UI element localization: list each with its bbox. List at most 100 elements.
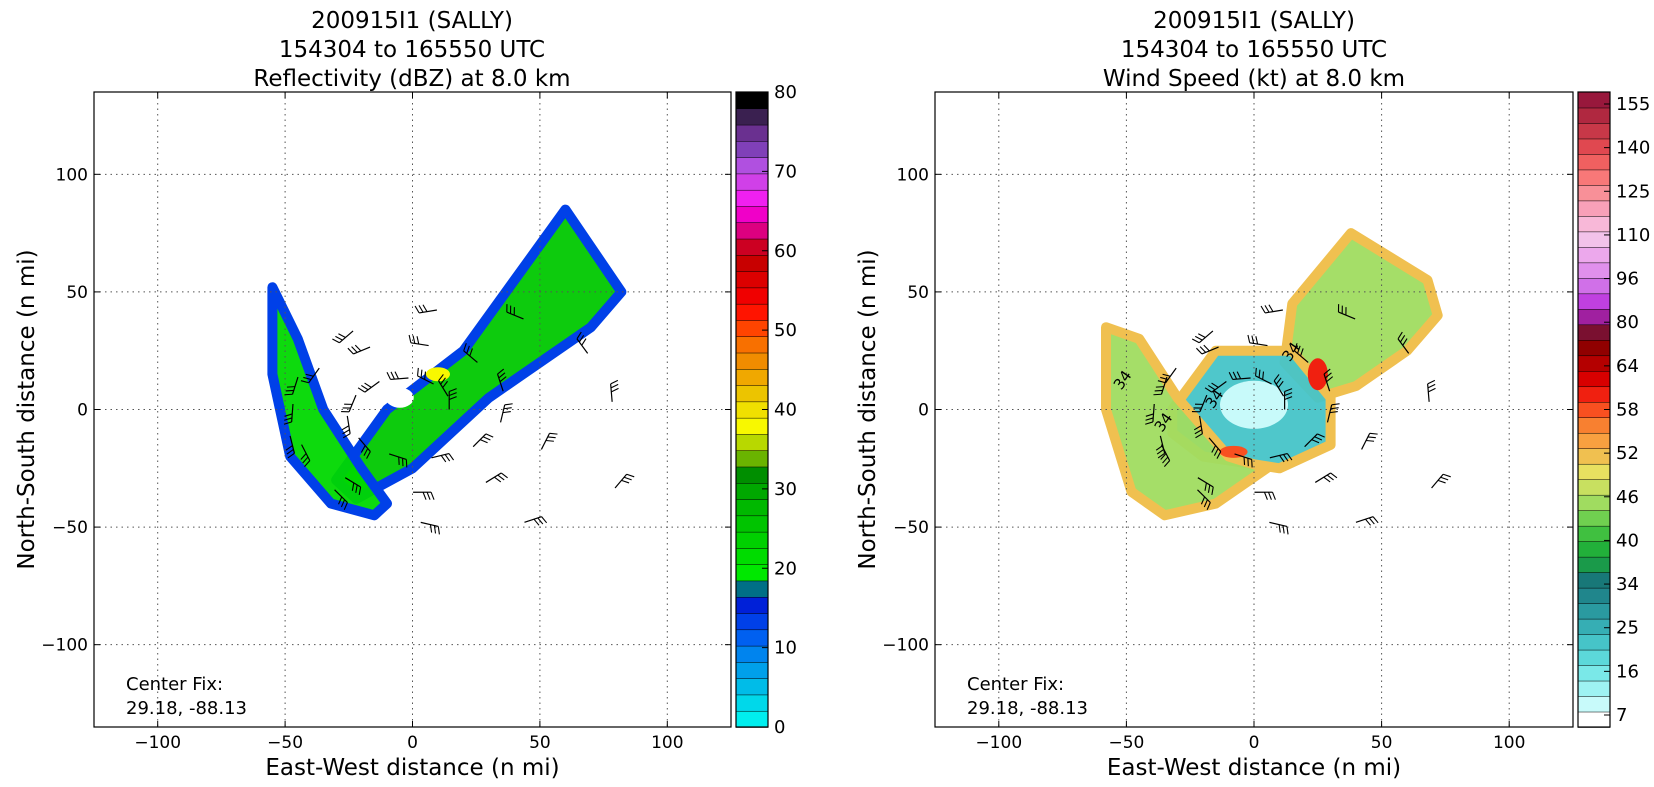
wind-barb-flag bbox=[1369, 432, 1378, 435]
chart-panel-1: 200915I1 (SALLY) 154304 to 165550 UTC Refl… bbox=[14, 8, 797, 781]
wind-barb-flag bbox=[1277, 380, 1284, 388]
wind-barb bbox=[1198, 330, 1214, 344]
colorbar-swatch bbox=[735, 124, 769, 142]
wind-barb bbox=[346, 415, 351, 434]
wind-barb-flag bbox=[342, 429, 350, 435]
colorbar-swatch bbox=[1577, 633, 1611, 651]
x-tick-label: 50 bbox=[529, 733, 551, 753]
colorbar-swatch bbox=[735, 710, 769, 728]
wind-barb-flag bbox=[342, 433, 351, 439]
y-axis-label: North-South distance (n mi) bbox=[855, 249, 881, 569]
wind-barb bbox=[1338, 311, 1356, 320]
colorbar-tick-label: 34 bbox=[1616, 574, 1639, 595]
wind-barb-flag bbox=[1199, 346, 1207, 353]
wind-barb bbox=[1159, 435, 1166, 454]
wind-barb bbox=[1323, 373, 1331, 392]
wind-barb-flag bbox=[1329, 410, 1338, 414]
wind-barb-flag bbox=[1145, 417, 1154, 421]
wind-barb-flag bbox=[1437, 479, 1446, 484]
wind-barb-flag bbox=[285, 445, 293, 451]
chart-panel-2: 200915I1 (SALLY) 154304 to 165550 UTC Wind… bbox=[855, 8, 1650, 781]
x-tick-label: 100 bbox=[1493, 733, 1525, 753]
wind-barb-flag bbox=[412, 335, 416, 344]
colorbar-swatch bbox=[1577, 122, 1611, 140]
wind-barb-flag bbox=[547, 436, 556, 439]
wind-barb-flag bbox=[1428, 387, 1436, 393]
wind-barb-flag bbox=[448, 453, 455, 461]
wind-barb-flag bbox=[1258, 369, 1261, 378]
wind-barb bbox=[289, 435, 295, 454]
wind-barb-flag bbox=[500, 472, 508, 479]
wind-barb-flag bbox=[1236, 371, 1242, 380]
chart-title-line: 154304 to 165550 UTC bbox=[1121, 37, 1387, 63]
colorbar-swatch bbox=[735, 384, 769, 403]
field-max-cell bbox=[425, 367, 450, 382]
colorbar-tick-label: 25 bbox=[1616, 618, 1639, 639]
field-eye bbox=[385, 387, 414, 408]
field-layer bbox=[1101, 228, 1443, 521]
wind-barb bbox=[524, 516, 542, 523]
wind-barb-flag bbox=[576, 331, 582, 340]
wind-barb-flag bbox=[422, 304, 428, 312]
wind-barb bbox=[1255, 375, 1272, 385]
wind-barbs bbox=[283, 304, 635, 535]
wind-barb-flag bbox=[1271, 492, 1276, 500]
wind-barb-flag bbox=[1286, 526, 1289, 535]
colorbar-swatch bbox=[1577, 138, 1611, 155]
wind-barb-flag bbox=[533, 518, 540, 526]
wind-barb-flag bbox=[1282, 525, 1285, 534]
wind-barb-flag bbox=[1286, 453, 1293, 461]
field-eye bbox=[1220, 380, 1288, 429]
wind-barb-flag bbox=[482, 436, 491, 441]
x-axis-label: East-West distance (n mi) bbox=[265, 755, 559, 781]
colorbar-swatch bbox=[1577, 153, 1611, 171]
wind-barb bbox=[1232, 377, 1251, 381]
colorbar-swatch bbox=[735, 238, 769, 256]
wind-barb-flag bbox=[424, 371, 427, 380]
wind-barb-flag bbox=[1268, 304, 1274, 312]
wind-barb-flag bbox=[623, 476, 632, 481]
wind-barb-flag bbox=[626, 473, 635, 478]
wind-barb-flag bbox=[1162, 373, 1171, 377]
wind-barb-flag bbox=[335, 335, 343, 341]
wind-barb-flag bbox=[610, 379, 619, 385]
wind-barb-flag bbox=[1402, 338, 1408, 346]
wind-barb-flag bbox=[338, 333, 346, 338]
chart-title-line: 200915I1 (SALLY) bbox=[1153, 8, 1355, 34]
wind-barb bbox=[1326, 404, 1333, 423]
wind-barb-flag bbox=[1155, 386, 1164, 388]
wind-barb-flag bbox=[498, 372, 506, 379]
wind-barb-flag bbox=[1157, 380, 1166, 384]
colorbar-swatch bbox=[1577, 432, 1611, 449]
wind-barb-flag bbox=[1260, 305, 1266, 314]
center-fix-annotation: 29.18, -88.13 bbox=[967, 698, 1088, 719]
wind-barb-flag bbox=[1331, 403, 1340, 406]
wind-barb bbox=[419, 309, 437, 314]
y-tick-label: 100 bbox=[897, 165, 929, 185]
wind-barb-flag bbox=[351, 482, 355, 491]
colorbar-swatch bbox=[1577, 649, 1611, 666]
colorbar-swatch bbox=[1577, 602, 1611, 620]
wind-barb bbox=[1199, 394, 1208, 413]
wind-barb-flag bbox=[502, 410, 511, 414]
wind-barb bbox=[358, 437, 371, 452]
wind-barb-flag bbox=[358, 486, 362, 496]
field-region-sw-arm bbox=[1101, 322, 1272, 521]
wind-barb-flag bbox=[363, 448, 369, 456]
wind-barb-flag bbox=[338, 496, 343, 505]
wind-barb-flag bbox=[366, 451, 371, 459]
wind-barb bbox=[334, 489, 348, 503]
wind-barb bbox=[431, 452, 450, 459]
colorbar-swatch bbox=[735, 287, 769, 305]
colorbar-swatch bbox=[735, 629, 769, 647]
wind-barb-flag bbox=[440, 377, 446, 385]
wind-barb-flag bbox=[503, 407, 512, 410]
wind-barb-flag bbox=[351, 346, 358, 353]
wind-barb bbox=[1165, 367, 1177, 384]
wind-barb-flag bbox=[1284, 392, 1293, 397]
wind-barb-flag bbox=[1330, 472, 1338, 479]
wind-barb-flag bbox=[361, 384, 369, 391]
wind-barbs bbox=[1145, 304, 1451, 535]
wind-barb-flag bbox=[300, 453, 307, 460]
wind-barb bbox=[1249, 342, 1268, 347]
